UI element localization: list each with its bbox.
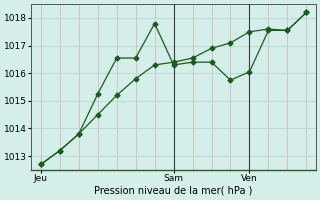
X-axis label: Pression niveau de la mer( hPa ): Pression niveau de la mer( hPa ) [94, 186, 253, 196]
